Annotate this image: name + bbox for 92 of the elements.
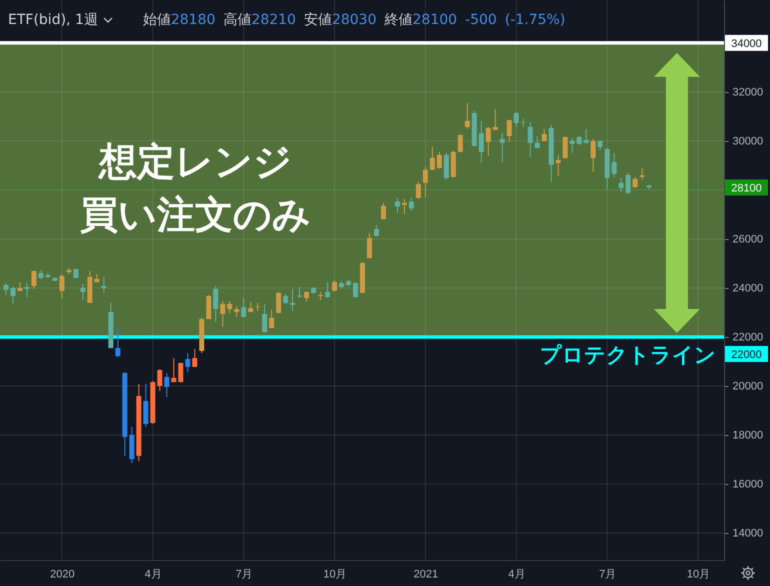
candlestick (444, 152, 449, 180)
candlestick (164, 372, 170, 398)
candlestick (430, 146, 435, 171)
candlestick (115, 327, 120, 358)
candlestick (556, 154, 561, 176)
x-tick-label: 4月 (144, 568, 162, 580)
x-tick-label: 10月 (323, 568, 347, 580)
candlestick (514, 112, 519, 128)
ref-line-label: 34000 (731, 38, 762, 50)
candlestick (276, 291, 282, 314)
x-tick-label: 2021 (414, 568, 438, 580)
candlestick (262, 303, 268, 333)
candlestick (422, 166, 428, 198)
x-tick-label: 2020 (50, 568, 75, 580)
candlestick (220, 300, 226, 328)
candlestick (31, 270, 36, 290)
x-tick-label: 4月 (508, 568, 526, 580)
text: 始値28180 高値28210 安値28030 終値28100 -500 (-1.75%) (142, 12, 566, 28)
candlestick (366, 232, 372, 259)
candlestick (380, 202, 386, 220)
axis-tag: 22000 (725, 346, 768, 362)
candlestick (213, 286, 218, 323)
candlestick (626, 172, 631, 195)
candlestick (290, 288, 296, 312)
candlestick (325, 282, 330, 299)
candlestick (157, 368, 162, 392)
y-tick-label: 32000 (732, 86, 764, 98)
candlestick (269, 310, 274, 329)
candlestick (234, 305, 240, 318)
candlestick (632, 176, 638, 188)
candlestick (101, 276, 106, 294)
axis-tag: 34000 (725, 34, 768, 51)
candlestick (402, 198, 407, 214)
candlestick (458, 134, 463, 153)
y-tick-label: 24000 (732, 282, 764, 294)
candlestick (283, 294, 288, 304)
candlestick (590, 138, 596, 173)
candlestick (185, 352, 190, 373)
axis-tag: 28100 (725, 179, 768, 196)
candlestick (500, 132, 505, 162)
candlestick (59, 273, 64, 299)
candlestick (478, 120, 484, 164)
candlestick (542, 128, 547, 142)
candlestick (304, 291, 310, 302)
candlestick (408, 197, 414, 212)
candlestick (416, 181, 421, 200)
y-tick-label: 26000 (732, 233, 764, 246)
candlestick (143, 384, 148, 428)
candlestick (241, 298, 246, 318)
candlestick (374, 224, 379, 237)
band-label: 想定レンジ (96, 139, 292, 184)
candlestick (255, 302, 260, 312)
candlestick (598, 140, 603, 150)
y-tick-label: 14000 (732, 528, 764, 540)
candlestick (640, 167, 645, 180)
candlestick (584, 128, 589, 145)
ref-line-label: 28100 (731, 182, 762, 194)
candlestick (80, 284, 86, 300)
candlestick (612, 152, 617, 178)
candlestick (227, 300, 232, 314)
candlestick (192, 348, 198, 368)
candlestick (297, 286, 302, 299)
text: ETF(bid), 1週 (8, 11, 98, 29)
candlestick (353, 282, 358, 299)
y-tick-label: 16000 (732, 478, 764, 491)
candlestick (24, 282, 30, 298)
x-tick-label: 7月 (599, 568, 616, 580)
candlestick (528, 122, 533, 158)
candlestick (486, 126, 491, 156)
x-tick-label: 10月 (686, 568, 710, 580)
candlestick (618, 177, 624, 192)
y-tick-label: 22000 (732, 331, 764, 344)
candlestick (520, 118, 526, 128)
candlestick (492, 108, 498, 131)
annotation: 買い注文のみ (80, 192, 311, 236)
candlestick (394, 198, 400, 214)
candlestick (171, 358, 176, 383)
y-tick-label: 30000 (732, 135, 764, 148)
candlestick (10, 286, 16, 304)
candlestick (570, 137, 575, 154)
candlestick (534, 136, 540, 149)
candlestick (464, 102, 470, 130)
candlestick (506, 119, 512, 142)
candlestick (3, 282, 8, 296)
candlestick (206, 294, 212, 320)
annotation: プロテクトライン (540, 342, 716, 367)
y-tick-label: 20000 (732, 380, 764, 392)
y-tick-label: 18000 (732, 430, 764, 442)
candlestick (178, 362, 184, 383)
candlestick (436, 151, 442, 170)
candlestick (562, 136, 568, 160)
x-tick-label: 7月 (236, 568, 253, 580)
